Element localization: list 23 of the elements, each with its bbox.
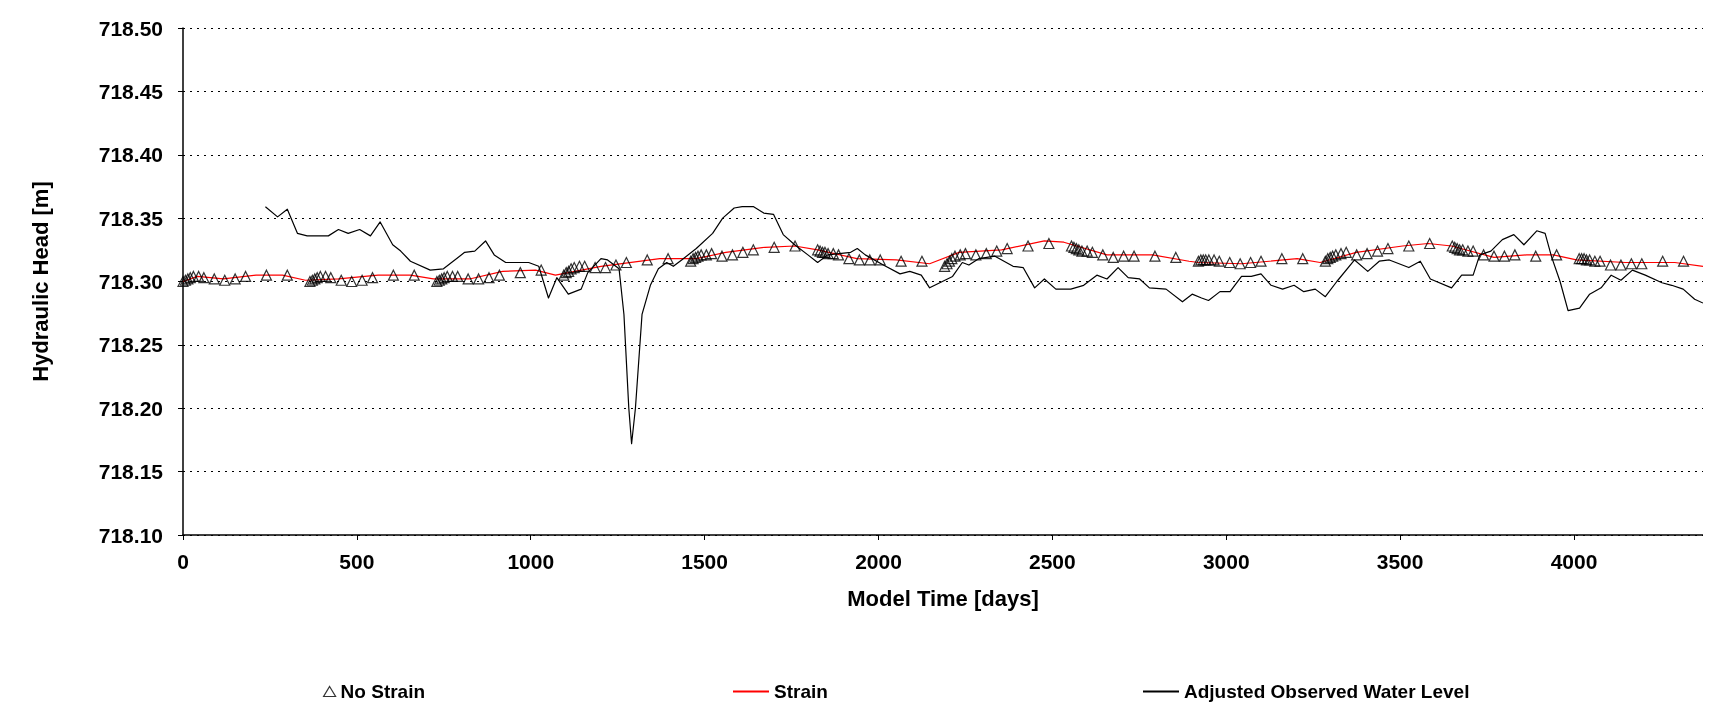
x-tick-label: 1000 bbox=[507, 550, 555, 573]
x-tick-label: 4000 bbox=[1550, 550, 1598, 573]
y-tick-label: 718.40 bbox=[98, 143, 163, 167]
x-tick-label: 3000 bbox=[1202, 550, 1250, 573]
y-tick-label: 718.30 bbox=[98, 270, 163, 293]
y-tick-label: 718.25 bbox=[98, 333, 164, 357]
x-tick-label: 2000 bbox=[855, 550, 902, 573]
x-tick-label: 2500 bbox=[1029, 550, 1076, 573]
y-axis-title: Hydraulic Head [m] bbox=[27, 181, 53, 382]
y-tick-label: 718.20 bbox=[98, 396, 163, 420]
x-tick-label: 3500 bbox=[1376, 550, 1424, 573]
y-tick-label: 718.10 bbox=[98, 523, 163, 547]
y-tick-label: 718.35 bbox=[98, 206, 164, 230]
x-tick-label: 500 bbox=[339, 550, 375, 573]
legend-label: No Strain bbox=[340, 681, 426, 702]
x-axis-title: Model Time [days] bbox=[847, 585, 1039, 611]
y-tick-label: 718.15 bbox=[98, 460, 164, 484]
legend-label: Adjusted Observed Water Level bbox=[1184, 681, 1470, 702]
legend-label: Strain bbox=[774, 681, 828, 702]
x-tick-label: 0 bbox=[177, 550, 189, 573]
y-tick-label: 718.45 bbox=[98, 79, 164, 103]
y-tick-label: 718.50 bbox=[98, 16, 163, 40]
x-tick-label: 1500 bbox=[681, 550, 728, 573]
